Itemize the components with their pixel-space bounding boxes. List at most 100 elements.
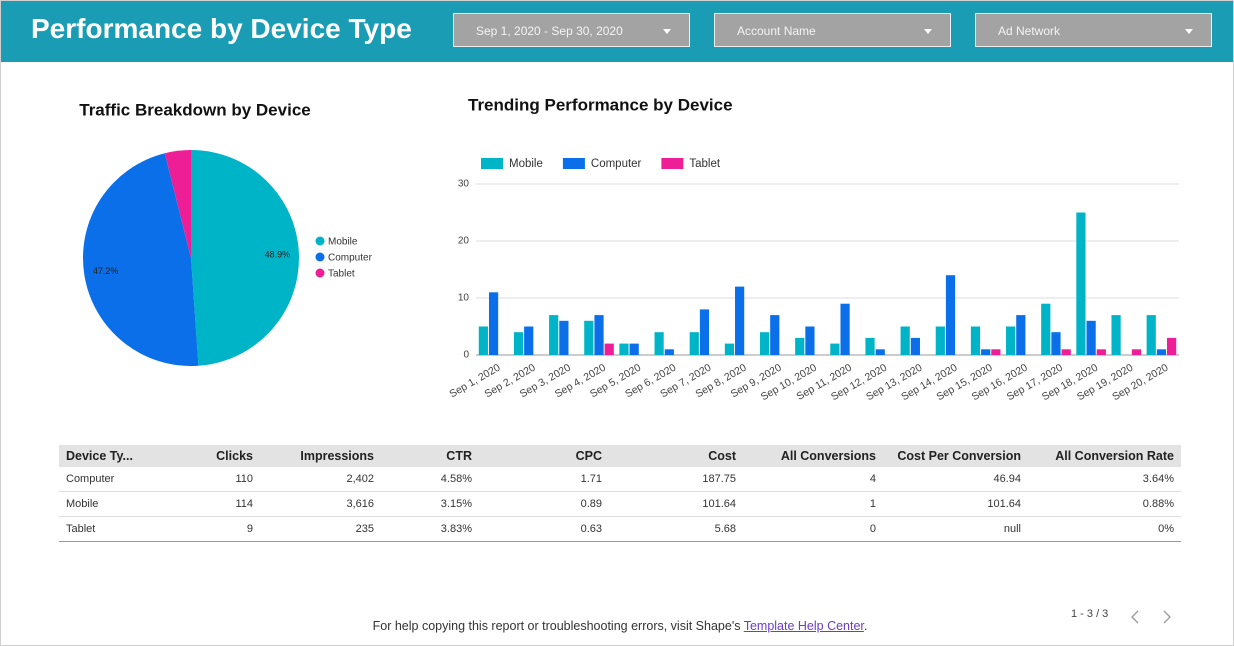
bar — [805, 326, 815, 355]
header-bar: Performance by Device Type Sep 1, 2020 -… — [1, 1, 1233, 62]
table-cell: 3.15% — [381, 491, 479, 517]
next-page[interactable] — [1163, 610, 1171, 624]
column-header: Cost — [609, 445, 743, 467]
legend-swatch — [315, 236, 325, 246]
table-cell: 1 — [743, 491, 883, 517]
network-filter[interactable]: Ad Network — [975, 13, 1212, 47]
bar — [770, 315, 780, 355]
legend-swatch — [315, 268, 325, 278]
bar — [699, 309, 710, 355]
filter-label: Sep 1, 2020 - Sep 30, 2020 — [476, 24, 623, 38]
column-header: All Conversions — [743, 445, 883, 467]
help-link[interactable]: Template Help Center — [743, 619, 864, 633]
pager-buttons — [1131, 610, 1171, 624]
chart-title: Trending Performance by Device — [468, 95, 733, 114]
account-filter[interactable]: Account Name — [714, 13, 951, 47]
column-header: CTR — [381, 445, 479, 467]
table-body: Computer 110 2,402 4.58% 1.71 187.75 4 46.94 3.6… — [59, 467, 1181, 542]
table-cell: 114 — [199, 491, 260, 517]
bar — [524, 326, 534, 355]
bar — [559, 320, 569, 355]
legend-label: Computer — [328, 253, 373, 264]
bar — [629, 343, 639, 355]
footer-text: For help copying this report or troubles… — [372, 619, 744, 633]
bar — [1076, 212, 1086, 355]
chart-title: Traffic Breakdown by Device — [79, 100, 310, 119]
bar — [478, 326, 488, 355]
legend-swatch — [481, 158, 503, 169]
table-cell: 101.64 — [883, 491, 1028, 517]
filter-label: Ad Network — [998, 24, 1061, 38]
table-cell: 187.75 — [609, 467, 743, 492]
table-cell: 9 — [199, 516, 260, 542]
bar — [759, 332, 770, 355]
pie-slice — [164, 150, 191, 258]
table-cell: 4.58% — [381, 467, 479, 492]
pagination: 1 - 3 / 3 — [1071, 608, 1109, 620]
filter-label: Account Name — [737, 24, 816, 38]
bar — [970, 326, 981, 355]
y-tick-label: 30 — [458, 179, 470, 190]
bar — [1016, 315, 1026, 355]
bar — [840, 303, 850, 355]
bar — [1061, 349, 1071, 355]
column-header: Cost Per Conversion — [883, 445, 1028, 467]
slice-label: 48.9% — [265, 249, 291, 259]
bar — [594, 315, 604, 355]
page-title: Performance by Device Type — [31, 13, 412, 44]
bar — [875, 349, 885, 355]
bar — [619, 343, 629, 355]
legend-swatch — [661, 158, 684, 169]
table-cell: 46.94 — [883, 467, 1028, 492]
bar — [795, 337, 805, 355]
date-filter[interactable]: Sep 1, 2020 - Sep 30, 2020 — [453, 13, 690, 47]
table-cell: 1.71 — [479, 467, 609, 492]
legend-label: Computer — [591, 158, 642, 170]
table-cell: 3.64% — [1028, 467, 1181, 492]
bar — [865, 337, 875, 355]
table-cell: 0.89 — [479, 491, 609, 517]
bar — [1167, 337, 1177, 355]
bar — [664, 349, 674, 355]
bar — [1131, 349, 1142, 355]
legend-swatch — [562, 158, 585, 169]
column-header: Impressions — [260, 445, 381, 467]
bar — [945, 275, 956, 355]
bar — [689, 332, 699, 355]
table-cell: 2,402 — [260, 467, 381, 492]
bar — [981, 349, 991, 355]
table-cell: 235 — [260, 516, 381, 542]
legend-label: Mobile — [328, 237, 358, 248]
bar — [1096, 349, 1106, 355]
caret — [663, 29, 671, 34]
pie-slice — [191, 150, 300, 366]
bar — [654, 332, 664, 355]
table-cell: 3.83% — [381, 516, 479, 542]
caret — [924, 29, 932, 34]
bar — [604, 343, 614, 355]
table-cell: Mobile — [59, 491, 199, 517]
bar — [1146, 315, 1156, 355]
bar — [830, 343, 840, 355]
table-cell: 0.88% — [1028, 491, 1181, 517]
prev-page[interactable] — [1131, 610, 1139, 624]
bar — [935, 326, 945, 355]
table-cell: 5.68 — [609, 516, 743, 542]
y-tick-label: 10 — [458, 293, 470, 304]
bar — [724, 343, 735, 355]
footer-end: . — [863, 619, 868, 633]
column-header: Device Ty... — [59, 445, 199, 467]
table-cell: null — [883, 516, 1028, 542]
bar — [584, 320, 594, 355]
table-cell: Tablet — [59, 516, 199, 542]
bar — [549, 315, 559, 355]
bar — [1041, 303, 1051, 355]
column-header: All Conversion Rate — [1028, 445, 1181, 467]
bar — [991, 349, 1001, 355]
bar — [1006, 326, 1016, 355]
bar — [1111, 315, 1121, 355]
pie-slice — [82, 153, 199, 367]
data-table: Device Ty... Clicks Impressions CTR CPC Cost A… — [59, 445, 1181, 542]
legend-label: Tablet — [689, 158, 720, 170]
